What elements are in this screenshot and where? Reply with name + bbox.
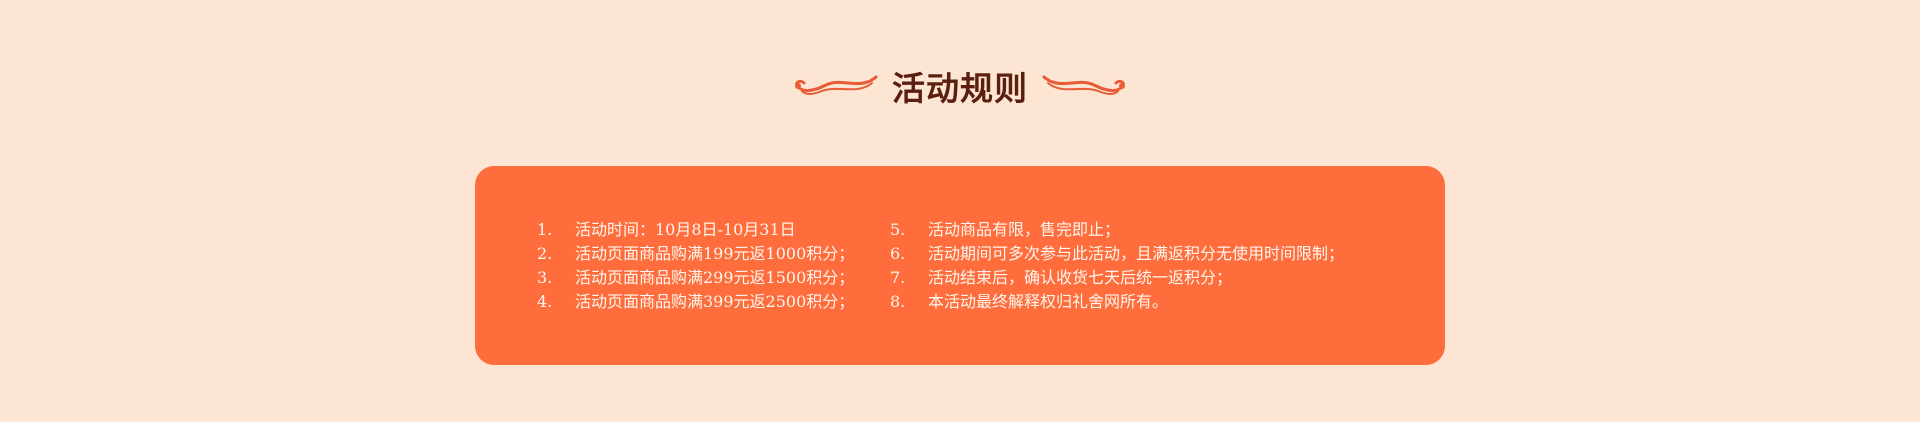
- rule-item: 3. 活动页面商品购满299元返1500积分；: [537, 266, 854, 290]
- rule-number: 3.: [537, 268, 553, 287]
- rule-number: 1.: [537, 220, 553, 239]
- rules-card: 1. 活动时间：10月8日-10月31日 2. 活动页面商品购满199元返100…: [475, 166, 1445, 365]
- rules-column-right: 5. 活动商品有限，售完即止； 6. 活动期间可多次参与此活动，且满返积分无使用…: [890, 218, 1344, 314]
- rule-item: 5. 活动商品有限，售完即止；: [890, 218, 1344, 242]
- left-flourish-icon: [795, 75, 878, 95]
- rule-item: 8. 本活动最终解释权归礼舍网所有。: [890, 290, 1344, 314]
- rule-text: 活动页面商品购满199元返1000积分；: [575, 244, 855, 263]
- rule-text: 活动期间可多次参与此活动，且满返积分无使用时间限制；: [928, 244, 1345, 263]
- rule-number: 7.: [890, 268, 906, 287]
- rule-item: 7. 活动结束后，确认收货七天后统一返积分；: [890, 266, 1344, 290]
- right-flourish-icon: [1042, 75, 1125, 95]
- rule-number: 6.: [890, 244, 906, 263]
- rule-number: 2.: [537, 244, 553, 263]
- rule-item: 6. 活动期间可多次参与此活动，且满返积分无使用时间限制；: [890, 242, 1344, 266]
- section-title: 活动规则: [892, 69, 1028, 108]
- rule-number: 5.: [890, 220, 906, 239]
- rule-text: 活动页面商品购满399元返2500积分；: [575, 292, 855, 311]
- rule-text: 本活动最终解释权归礼舍网所有。: [928, 292, 1169, 311]
- rules-column-left: 1. 活动时间：10月8日-10月31日 2. 活动页面商品购满199元返100…: [537, 218, 854, 314]
- rule-number: 8.: [890, 292, 906, 311]
- rule-text: 活动页面商品购满299元返1500积分；: [575, 268, 855, 287]
- rule-number: 4.: [537, 292, 553, 311]
- rule-text: 活动商品有限，售完即止；: [928, 220, 1121, 239]
- rule-item: 2. 活动页面商品购满199元返1000积分；: [537, 242, 854, 266]
- rule-text: 活动时间：10月8日-10月31日: [575, 220, 796, 239]
- section-header: 活动规则: [0, 58, 1920, 114]
- rule-text: 活动结束后，确认收货七天后统一返积分；: [928, 268, 1233, 287]
- rule-item: 1. 活动时间：10月8日-10月31日: [537, 218, 854, 242]
- rule-item: 4. 活动页面商品购满399元返2500积分；: [537, 290, 854, 314]
